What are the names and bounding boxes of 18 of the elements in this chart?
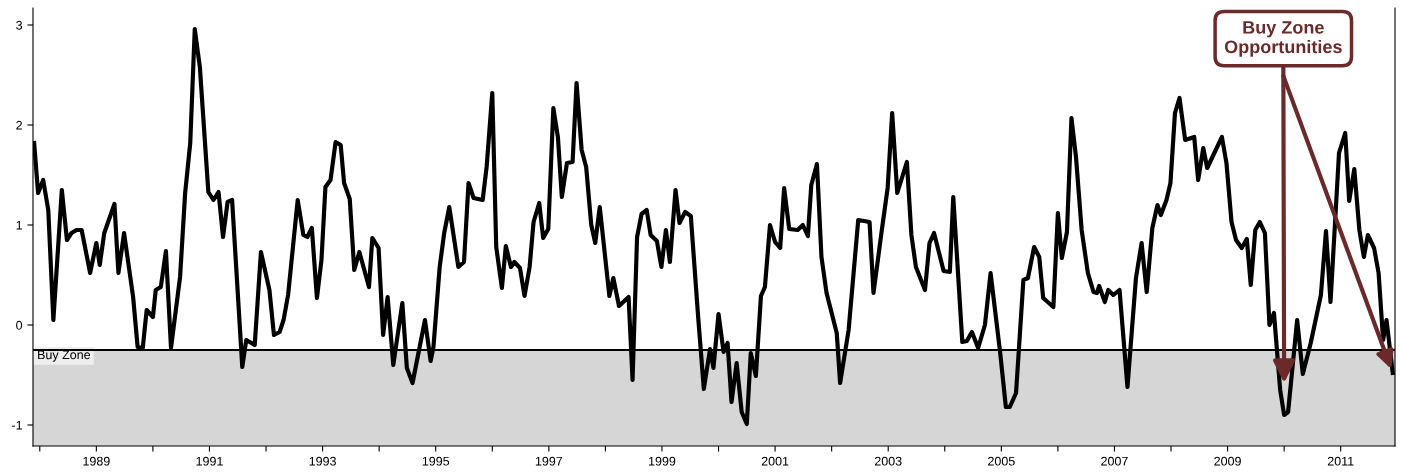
x-tick-label: 2001 — [761, 456, 789, 466]
x-tick-label: 1993 — [309, 456, 336, 466]
x-tick-label: 1995 — [422, 456, 450, 466]
y-tick-label: 1 — [16, 220, 22, 230]
x-tick-label: 2011 — [1327, 456, 1354, 466]
x-tick-label: 2005 — [988, 456, 1015, 466]
x-tick-label: 1989 — [83, 456, 110, 466]
x-tick-label: 1997 — [535, 456, 563, 466]
annotation: Buy Zone Opportunities — [1224, 21, 1342, 57]
y-tick-label: 2 — [16, 120, 22, 130]
x-tick-label: 2009 — [1214, 456, 1241, 466]
y-tick-label: 3 — [16, 20, 23, 30]
x-tick-label: 2003 — [874, 456, 902, 466]
x-tick-label: 1999 — [649, 456, 676, 466]
y-tick-label: 0 — [16, 320, 23, 330]
x-tick-label: 2007 — [1101, 456, 1128, 466]
x-tick-label: 1991 — [196, 456, 223, 466]
y-tick-label: -1 — [12, 420, 22, 430]
